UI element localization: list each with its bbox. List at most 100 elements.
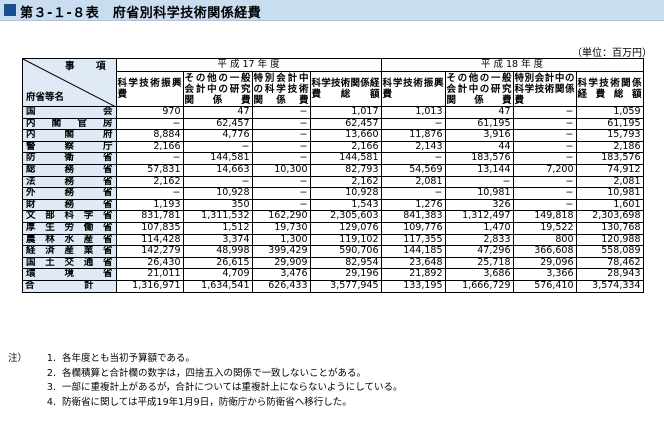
table-title: 第３-１-８表 府省別科学技術関係経費 [20,6,262,21]
table-row: 総務省 57,831 14,663 10,300 82,793 54,569 13,144 7… [22,163,644,177]
table-cell: 82,954 [309,256,382,270]
table-cell: 558,089 [575,245,644,258]
table-cell: 1,059 [575,106,644,119]
table-cell: 841,383 [380,210,446,223]
table-cell: 3,366 [512,268,577,281]
ministry-header: 府省等名 [26,92,65,104]
table-cell: − [115,152,184,165]
table-cell: − [444,175,514,189]
table-cell: 61,195 [575,117,644,131]
table-cell: − [182,175,253,189]
ministry-name: 国会 [22,106,117,119]
table-cell: 142,279 [115,245,184,258]
table-cell: 590,706 [309,245,382,258]
table-cell: 2,166 [115,140,184,154]
table-cell: 3,476 [251,268,311,281]
table-cell: 107,835 [115,221,184,235]
ministry-name: 財務省 [22,198,117,212]
table-cell: 2,081 [575,175,644,189]
table-cell: 26,430 [115,256,184,270]
table-cell: 29,909 [251,256,311,270]
col-header: 科学技術振興費 [115,71,184,107]
table-cell: − [512,140,577,154]
table-cell: 149,818 [512,210,577,223]
table-cell: 19,730 [251,221,311,235]
table-row: 財務省 1,193 350−1,543 1,276 326−1,601 [22,198,644,212]
notes: 注） 1. 各年度とも当初予算額である。 2. 各欄積算と合計欄の数字は，四捨五入の関… [8,352,402,410]
table-cell: 48,998 [182,245,253,258]
total-cell: 1,634,541 [182,279,253,293]
table-cell: 144,581 [182,152,253,165]
total-cell: 1,316,971 [115,279,184,293]
table-cell: − [251,129,311,142]
table-cell: 970 [115,106,184,119]
table-cell: 21,011 [115,268,184,281]
ministry-name: 総務省 [22,163,117,177]
table-cell: 1,311,532 [182,210,253,223]
table-cell: 47 [182,106,253,119]
table-cell: 800 [512,233,577,247]
table-cell: 47 [444,106,514,119]
budget-table: 事 項 府省等名 平 成 17 年 度 平 成 18 年 度 科学技術振興費 そ… [22,58,644,293]
table-cell: − [380,117,446,131]
note-text: 防衛省に関しては平成19年1月9日，防衛庁から防衛省へ移行した。 [62,396,352,408]
table-cell: − [512,198,577,212]
note-item: 4. 防衛省に関しては平成19年1月9日，防衛庁から防衛省へ移行した。 [46,396,352,408]
table-cell: 1,300 [251,233,311,247]
col-header: 科学技術関係経費総額 [309,71,382,107]
title-bar: 第３-１-８表 府省別科学技術関係経費 [0,0,664,21]
table-cell: 326 [444,198,514,212]
table-cell: 183,576 [444,152,514,165]
total-label: 合 計 [22,279,117,293]
table-cell: 25,718 [444,256,514,270]
table-cell: 19,522 [512,221,577,235]
table-cell: 366,608 [512,245,577,258]
col-header: 特別会計中の科学技術関係費 [512,71,577,107]
ministry-name: 農林水産省 [22,233,117,247]
table-cell: 350 [182,198,253,212]
table-cell: 399,429 [251,245,311,258]
table-cell: 1,470 [444,221,514,235]
table-cell: 1,312,497 [444,210,514,223]
table-cell: − [251,187,311,200]
table-cell: − [182,140,253,154]
ministry-name: 内閣府 [22,129,117,142]
table-cell: 120,988 [575,233,644,247]
table-cell: 2,166 [309,140,382,154]
table-row: 国土交通省 26,430 26,615 29,909 82,954 23,648 25,71… [22,256,644,270]
year-header-h17: 平 成 17 年 度 [115,58,382,72]
table-row: 厚生労働省 107,835 1,512 19,730 129,076 109,776 1,4… [22,221,644,235]
table-cell: − [251,175,311,189]
table-cell: 1,193 [115,198,184,212]
table-cell: 10,928 [309,187,382,200]
table-cell: − [512,152,577,165]
table-cell: − [380,152,446,165]
table-cell: 2,833 [444,233,514,247]
table-cell: 2,305,603 [309,210,382,223]
table-cell: 7,200 [512,163,577,177]
table-cell: 129,076 [309,221,382,235]
table-row: 内閣府 8,884 4,776−13,660 11,876 3,916−15,793 [22,129,644,142]
col-header: その他の一般会計中の研究関係費 [182,71,253,107]
col-header: 特別会計中の科学技術関係費 [251,71,311,107]
corner-diagonal [23,59,115,106]
col-header: 科学技術関係経費総額 [575,71,644,107]
note-text: 一部に重複計上があるが，合計については重複計上にならないようにしている。 [62,382,403,393]
table-cell: 21,892 [380,268,446,281]
table-cell: 82,793 [309,163,382,177]
table-cell: − [251,198,311,212]
table-cell: 10,928 [182,187,253,200]
table-cell: 62,457 [309,117,382,131]
table-cell: 26,615 [182,256,253,270]
table-cell: 117,355 [380,233,446,247]
table-cell: − [251,152,311,165]
note-item: 3. 一部に重複計上があるが，合計については重複計上にならないようにしている。 [46,382,403,393]
total-cell: 576,410 [512,279,577,293]
table-cell: 2,081 [380,175,446,189]
note-text: 各欄積算と合計欄の数字は，四捨五入の関係で一致しないことがある。 [62,367,367,379]
table-cell: 1,276 [380,198,446,212]
table-cell: 10,981 [575,187,644,200]
col-header: 科学技術振興費 [380,71,446,107]
table-row: 警察庁 2,166− −2,166 2,143 44−2,186 [22,140,644,154]
table-cell: − [115,187,184,200]
